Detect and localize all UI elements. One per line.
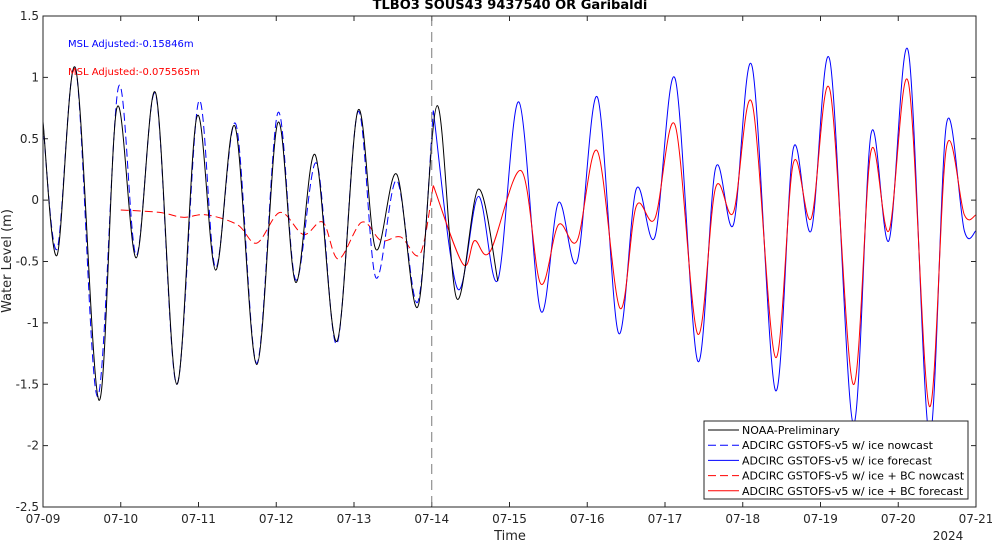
x-tick-label: 07-09	[26, 512, 61, 526]
y-tick-label: -2	[27, 439, 39, 453]
x-tick-label: 07-13	[337, 512, 372, 526]
y-tick-label: -2.5	[16, 500, 39, 514]
series-line-2	[432, 47, 977, 437]
plot-frame	[42, 15, 977, 508]
y-tick-label: -0.5	[16, 255, 39, 269]
x-tick-label: 07-11	[181, 512, 216, 526]
x-tick-label: 07-16	[570, 512, 605, 526]
legend-entry: NOAA-Preliminary	[742, 424, 840, 437]
y-tick-label: 0	[31, 193, 39, 207]
year-label: 2024	[933, 529, 964, 541]
y-tick-label: -1	[27, 316, 39, 330]
x-tick-label: 07-10	[103, 512, 138, 526]
series-line-4	[432, 78, 977, 407]
y-tick-label: 1	[31, 70, 39, 84]
x-tick-label: 07-18	[725, 512, 760, 526]
axis-ticks: 07-09 07-10 07-11 07-12 07-13 07-14 07-15 07-16…	[16, 9, 992, 526]
x-axis-label: Time	[493, 529, 526, 541]
y-tick-label: 1.5	[20, 9, 39, 23]
chart-legend: NOAA-Preliminary ADCIRC GSTOFS-v5 w/ ice …	[703, 420, 969, 500]
x-tick-label: 07-17	[648, 512, 683, 526]
x-tick-label: 07-14	[414, 512, 449, 526]
x-tick-label: 07-21	[959, 512, 992, 526]
x-tick-label: 07-12	[259, 512, 294, 526]
legend-entry: ADCIRC GSTOFS-v5 w/ ice + BC nowcast	[742, 470, 965, 483]
y-axis-label: Water Level (m)	[0, 209, 15, 313]
legend-entry: ADCIRC GSTOFS-v5 w/ ice nowcast	[742, 439, 934, 452]
legend-entry: ADCIRC GSTOFS-v5 w/ ice + BC forecast	[742, 485, 964, 498]
msl-adjusted-red-annotation: MSL Adjusted:-0.075565m	[68, 67, 200, 78]
x-tick-label: 07-15	[492, 512, 527, 526]
msl-adjusted-blue-annotation: MSL Adjusted:-0.15846m	[68, 39, 194, 50]
legend-box	[703, 420, 969, 500]
legend-entry: ADCIRC GSTOFS-v5 w/ ice forecast	[742, 454, 933, 467]
x-tick-label: 07-20	[881, 512, 916, 526]
chart-title: TLBO3 SOUS43 9437540 OR Garibaldi	[373, 0, 648, 13]
series-line-0	[42, 66, 499, 401]
series-layer	[42, 47, 977, 437]
y-tick-label: -1.5	[16, 377, 39, 391]
y-tick-label: 0.5	[20, 132, 39, 146]
x-tick-label: 07-19	[803, 512, 838, 526]
